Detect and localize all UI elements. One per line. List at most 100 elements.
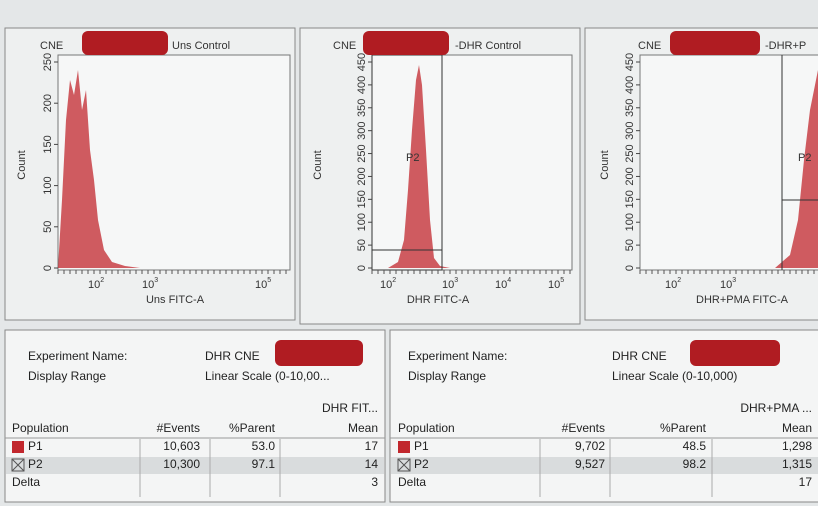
y-tick-label: 350 xyxy=(356,99,368,117)
cell: 1,298 xyxy=(782,439,812,453)
column-header: #Events xyxy=(562,421,605,435)
experiment-label: Experiment Name: xyxy=(28,349,127,363)
tick-base: 10 xyxy=(548,279,560,291)
tick-base: 10 xyxy=(495,279,507,291)
cell: 10,603 xyxy=(163,439,200,453)
y-tick-label: 100 xyxy=(42,176,54,194)
y-tick-label: 100 xyxy=(624,213,636,231)
redaction xyxy=(690,340,780,366)
cell: 17 xyxy=(799,475,813,489)
y-axis-label: Count xyxy=(599,150,611,179)
y-tick-label: 100 xyxy=(356,213,368,231)
plot-area xyxy=(640,55,818,270)
parameter-header: DHR FIT... xyxy=(322,401,378,415)
population-name: P2 xyxy=(414,457,429,471)
y-tick-label: 50 xyxy=(42,221,54,233)
y-tick-label: 400 xyxy=(356,76,368,94)
tick-exponent: 2 xyxy=(392,277,396,284)
column-header: Mean xyxy=(348,421,378,435)
y-tick-label: 450 xyxy=(624,53,636,71)
range-value: Linear Scale (0-10,00... xyxy=(205,369,330,383)
tick-base: 10 xyxy=(380,279,392,291)
redaction xyxy=(363,31,449,55)
tick-exponent: 5 xyxy=(267,277,271,284)
tick-exponent: 4 xyxy=(507,277,511,284)
x-axis-label: DHR+PMA FITC-A xyxy=(696,294,789,306)
cell: 9,527 xyxy=(575,457,605,471)
range-label: Display Range xyxy=(28,369,106,383)
column-header: Population xyxy=(398,421,455,435)
y-tick-label: 400 xyxy=(624,76,636,94)
population-name: Delta xyxy=(12,475,40,489)
tick-base: 10 xyxy=(720,279,732,291)
population-name: Delta xyxy=(398,475,426,489)
y-axis-label: Count xyxy=(16,150,28,179)
cell: 53.0 xyxy=(252,439,276,453)
population-name: P1 xyxy=(28,439,43,453)
cell: 48.5 xyxy=(683,439,707,453)
gate-label: P2 xyxy=(798,152,811,164)
y-tick-label: 300 xyxy=(356,121,368,139)
experiment-value: DHR CNE xyxy=(205,349,260,363)
y-tick-label: 50 xyxy=(624,239,636,251)
gate-label: P2 xyxy=(406,152,419,164)
tick-exponent: 3 xyxy=(154,277,158,284)
cell: 14 xyxy=(365,457,379,471)
y-axis-label: Count xyxy=(312,150,324,179)
redaction xyxy=(82,31,168,55)
tick-exponent: 5 xyxy=(560,277,564,284)
population-swatch xyxy=(12,441,24,453)
cell: 17 xyxy=(365,439,379,453)
y-tick-label: 450 xyxy=(356,53,368,71)
x-axis-label: Uns FITC-A xyxy=(146,294,205,306)
y-tick-label: 50 xyxy=(356,239,368,251)
y-tick-label: 150 xyxy=(624,190,636,208)
column-header: Population xyxy=(12,421,69,435)
tick-exponent: 3 xyxy=(454,277,458,284)
y-tick-label: 250 xyxy=(356,144,368,162)
redaction xyxy=(670,31,760,55)
redaction xyxy=(275,340,363,366)
cell: 98.2 xyxy=(683,457,707,471)
tick-base: 10 xyxy=(255,279,267,291)
tick-base: 10 xyxy=(88,279,100,291)
cell: 97.1 xyxy=(252,457,276,471)
y-tick-label: 350 xyxy=(624,99,636,117)
y-tick-label: 150 xyxy=(42,135,54,153)
panel-title: Uns Control xyxy=(172,40,230,52)
column-header: Mean xyxy=(782,421,812,435)
population-name: P1 xyxy=(414,439,429,453)
panel-title: -DHR+P xyxy=(765,40,806,52)
population-swatch xyxy=(398,441,410,453)
tick-base: 10 xyxy=(442,279,454,291)
cell: 9,702 xyxy=(575,439,605,453)
tick-exponent: 3 xyxy=(732,277,736,284)
y-tick-label: 200 xyxy=(42,94,54,112)
y-tick-label: 0 xyxy=(42,265,54,271)
column-header: %Parent xyxy=(660,421,707,435)
x-axis-label: DHR FITC-A xyxy=(407,294,470,306)
parameter-header: DHR+PMA ... xyxy=(740,401,812,415)
cell: 10,300 xyxy=(163,457,200,471)
panel-title: CNE xyxy=(638,40,661,52)
y-tick-label: 0 xyxy=(624,265,636,271)
tick-base: 10 xyxy=(142,279,154,291)
y-tick-label: 300 xyxy=(624,121,636,139)
range-value: Linear Scale (0-10,000) xyxy=(612,369,737,383)
y-tick-label: 150 xyxy=(356,190,368,208)
panel-title: CNE xyxy=(40,40,63,52)
population-name: P2 xyxy=(28,457,43,471)
y-tick-label: 250 xyxy=(42,53,54,71)
screen: CNEUns ControlCountUns FITC-A05010015020… xyxy=(0,0,818,506)
experiment-label: Experiment Name: xyxy=(408,349,507,363)
y-tick-label: 0 xyxy=(356,265,368,271)
cell: 1,315 xyxy=(782,457,812,471)
cell: 3 xyxy=(371,475,378,489)
panel-title: -DHR Control xyxy=(455,40,521,52)
column-header: #Events xyxy=(157,421,200,435)
range-label: Display Range xyxy=(408,369,486,383)
column-header: %Parent xyxy=(229,421,276,435)
y-tick-label: 250 xyxy=(624,144,636,162)
experiment-value: DHR CNE xyxy=(612,349,667,363)
